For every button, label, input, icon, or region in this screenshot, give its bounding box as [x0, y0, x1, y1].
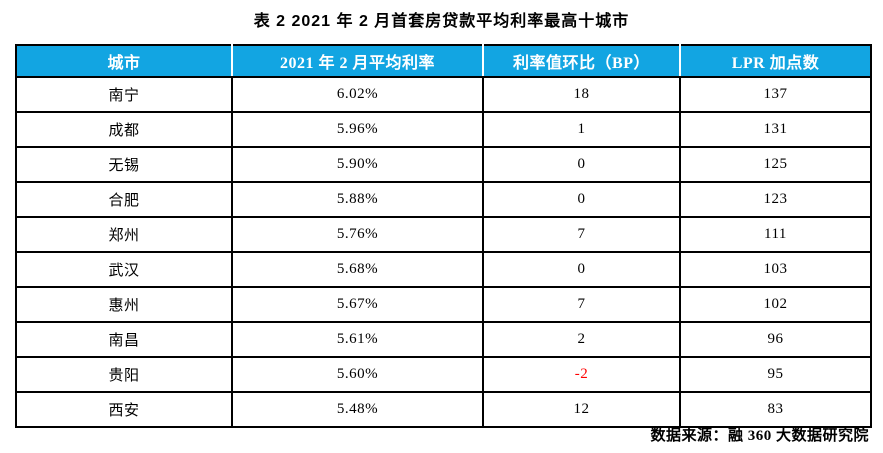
city-cell: 无锡: [15, 146, 233, 183]
city-cell: 西安: [15, 391, 233, 428]
lpr-points-cell: 137: [679, 76, 872, 113]
city-cell: 南宁: [15, 76, 233, 113]
table-row: 贵阳 5.60% -2 95: [15, 356, 872, 393]
bp-change-cell: 7: [482, 286, 681, 323]
table-body: 南宁 6.02% 18 137 成都 5.96% 1 131 无锡 5.90% 0 125 合肥 5.88…: [15, 76, 872, 428]
rate-cell: 5.61%: [231, 321, 484, 358]
rate-cell: 5.60%: [231, 356, 484, 393]
bp-change-cell: -2: [482, 356, 681, 393]
rate-cell: 5.90%: [231, 146, 484, 183]
rate-cell: 5.96%: [231, 111, 484, 148]
bp-change-cell: 2: [482, 321, 681, 358]
table-row: 郑州 5.76% 7 111: [15, 216, 872, 253]
city-cell: 贵阳: [15, 356, 233, 393]
mortgage-rates-table: 城市 2021 年 2 月平均利率 利率值环比（BP） LPR 加点数 南宁 6.…: [15, 44, 872, 428]
lpr-points-cell: 131: [679, 111, 872, 148]
lpr-points-cell: 123: [679, 181, 872, 218]
table-row: 武汉 5.68% 0 103: [15, 251, 872, 288]
table-row: 惠州 5.67% 7 102: [15, 286, 872, 323]
lpr-points-cell: 83: [679, 391, 872, 428]
bp-change-cell: 7: [482, 216, 681, 253]
data-source: 数据来源：融 360 大数据研究院: [650, 428, 869, 444]
rate-cell: 5.68%: [231, 251, 484, 288]
city-cell: 郑州: [15, 216, 233, 253]
lpr-points-cell: 95: [679, 356, 872, 393]
rate-cell: 6.02%: [231, 76, 484, 113]
column-header-bp-change: 利率值环比（BP）: [482, 44, 681, 78]
table-row: 成都 5.96% 1 131: [15, 111, 872, 148]
table-row: 西安 5.48% 12 83: [15, 391, 872, 428]
lpr-points-cell: 111: [679, 216, 872, 253]
city-cell: 南昌: [15, 321, 233, 358]
column-header-lpr-points: LPR 加点数: [679, 44, 872, 78]
bp-change-cell: 12: [482, 391, 681, 428]
lpr-points-cell: 125: [679, 146, 872, 183]
bp-change-cell: 18: [482, 76, 681, 113]
table-row: 合肥 5.88% 0 123: [15, 181, 872, 218]
table-row: 南宁 6.02% 18 137: [15, 76, 872, 113]
lpr-points-cell: 102: [679, 286, 872, 323]
bp-change-cell: 0: [482, 181, 681, 218]
table-row: 南昌 5.61% 2 96: [15, 321, 872, 358]
rate-cell: 5.48%: [231, 391, 484, 428]
city-cell: 合肥: [15, 181, 233, 218]
lpr-points-cell: 103: [679, 251, 872, 288]
bp-change-cell: 0: [482, 251, 681, 288]
city-cell: 武汉: [15, 251, 233, 288]
column-header-city: 城市: [15, 44, 233, 78]
city-cell: 惠州: [15, 286, 233, 323]
table-row: 无锡 5.90% 0 125: [15, 146, 872, 183]
bp-change-cell: 1: [482, 111, 681, 148]
bp-change-cell: 0: [482, 146, 681, 183]
rate-cell: 5.76%: [231, 216, 484, 253]
rate-cell: 5.88%: [231, 181, 484, 218]
header-row: 城市 2021 年 2 月平均利率 利率值环比（BP） LPR 加点数: [15, 44, 872, 78]
column-header-avg-rate: 2021 年 2 月平均利率: [231, 44, 484, 78]
table-title: 表 2 2021 年 2 月首套房贷款平均利率最高十城市: [253, 13, 630, 30]
city-cell: 成都: [15, 111, 233, 148]
lpr-points-cell: 96: [679, 321, 872, 358]
rate-cell: 5.67%: [231, 286, 484, 323]
